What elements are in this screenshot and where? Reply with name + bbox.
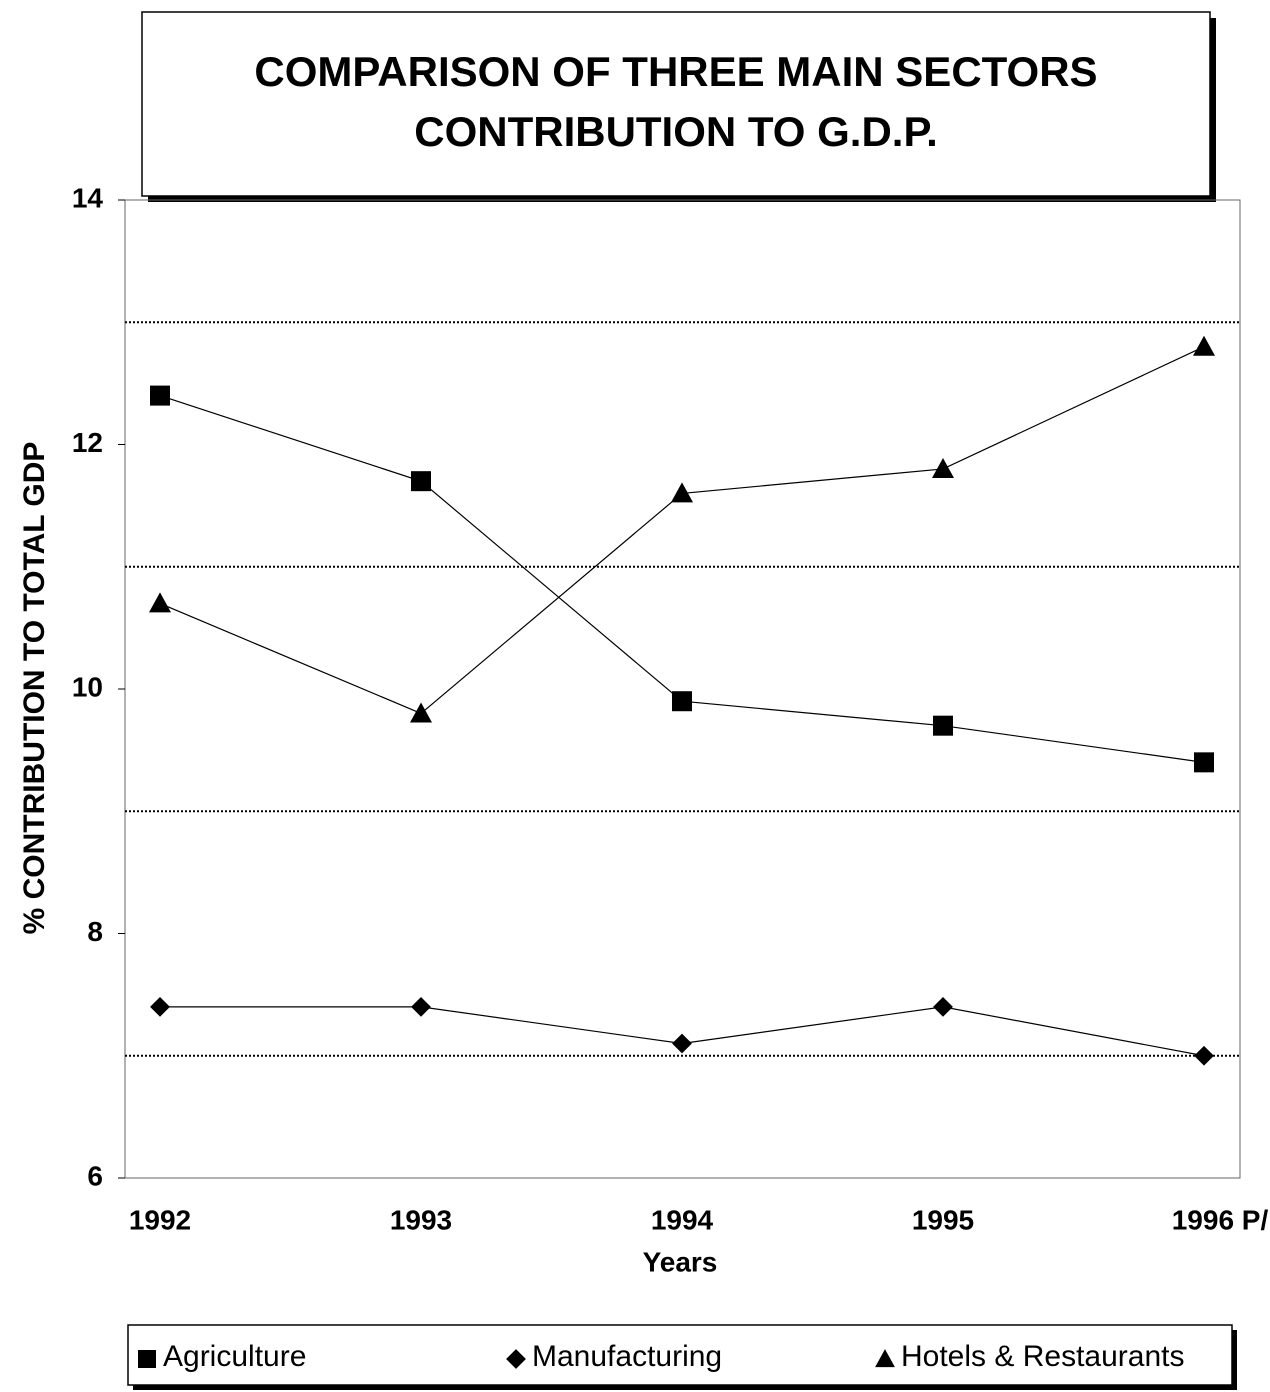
y-tick-label: 8: [87, 916, 103, 947]
data-point: [410, 702, 432, 723]
legend-label: Agriculture: [163, 1340, 306, 1373]
legend-label: Manufacturing: [532, 1340, 722, 1373]
y-tick-label: 14: [72, 182, 104, 213]
legend-marker: [506, 1349, 526, 1369]
data-point: [1193, 335, 1215, 356]
data-point: [150, 385, 170, 406]
legend-box: [127, 1324, 1233, 1386]
data-point: [150, 996, 170, 1017]
y-axis-label: % CONTRIBUTION TO TOTAL GDP: [18, 442, 51, 935]
data-point: [411, 996, 431, 1017]
legend-marker: [138, 1350, 156, 1368]
data-point: [149, 592, 171, 613]
data-point: [933, 715, 953, 736]
title-box: [141, 11, 1211, 197]
y-tick-label: 12: [72, 427, 103, 458]
x-tick-label: 1993: [390, 1204, 452, 1235]
data-point: [671, 482, 693, 503]
x-tick-label: 1994: [651, 1204, 714, 1235]
y-tick-label: 10: [72, 671, 103, 702]
legend-label: Hotels & Restaurants: [901, 1340, 1184, 1373]
chart-title: CONTRIBUTION TO G.D.P.: [414, 108, 937, 155]
series-line: [159, 346, 1205, 715]
x-tick-label: 1995: [912, 1204, 974, 1235]
chart-title: COMPARISON OF THREE MAIN SECTORS: [254, 48, 1097, 95]
data-point: [933, 996, 953, 1017]
data-point: [672, 1033, 692, 1054]
data-point: [1194, 1045, 1214, 1066]
x-tick-label: 1996 P/: [1172, 1204, 1269, 1235]
data-point: [1194, 752, 1214, 773]
data-point: [672, 691, 692, 712]
legend-marker: [875, 1349, 895, 1368]
x-tick-label: 1992: [129, 1204, 191, 1235]
y-tick-label: 6: [87, 1160, 103, 1191]
x-axis-label: Years: [643, 1246, 718, 1277]
data-point: [932, 457, 954, 478]
data-point: [411, 471, 431, 492]
